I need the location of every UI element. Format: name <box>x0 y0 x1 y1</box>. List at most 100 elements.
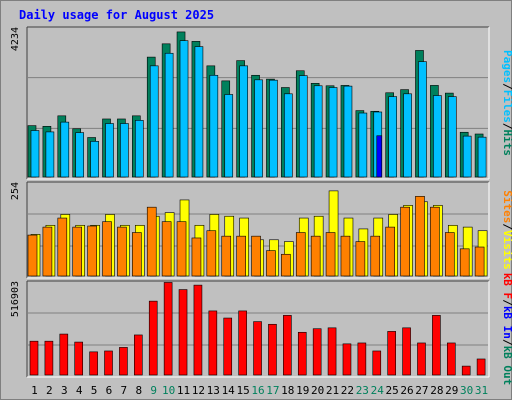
files-bar <box>388 96 397 178</box>
files-bar <box>358 112 368 178</box>
sites-bar <box>266 250 276 277</box>
kbf-bar <box>163 282 173 376</box>
sites-bar <box>57 217 68 277</box>
files-bar <box>120 123 129 178</box>
sites-bar <box>355 241 366 277</box>
kbf-bar <box>223 317 233 376</box>
sites-bar <box>42 226 53 277</box>
sites-bar <box>191 237 202 277</box>
sites-bar <box>117 226 127 277</box>
kbf-bar <box>402 327 411 376</box>
hits-ymax-label: 4234 <box>10 27 21 51</box>
sites-bar <box>370 235 381 277</box>
day-tick-label: 27 <box>415 384 428 397</box>
kbytes-side-label: kB F/kB In/kB Out <box>501 273 512 386</box>
kbf-bar <box>44 340 54 376</box>
hits-side-label-part: / <box>501 83 512 90</box>
kbf-bar <box>104 350 113 376</box>
day-tick-label: 12 <box>192 384 205 397</box>
sites-bar <box>444 232 455 277</box>
sites-bar <box>236 235 246 277</box>
chart-title: Daily usage for August 2025 <box>19 8 215 22</box>
sites-bar <box>385 226 395 277</box>
kbf-bar <box>59 333 69 376</box>
day-tick-label: 8 <box>135 384 142 397</box>
files-bar <box>298 75 308 178</box>
sites-bar <box>310 235 321 277</box>
day-tick-label: 22 <box>341 384 354 397</box>
kbf-bar <box>89 351 98 376</box>
files-bar <box>149 65 159 178</box>
files-bar <box>179 40 189 178</box>
kbytes-side-label-part: kB F <box>501 273 512 300</box>
files-bar <box>313 85 323 178</box>
kbf-bar <box>134 334 143 376</box>
visits-ymax-label: 254 <box>10 182 21 200</box>
sites-bar <box>459 248 470 277</box>
hits-side-label-part: Pages <box>501 50 512 83</box>
sites-bar <box>415 196 425 277</box>
visits-side-label: Sites/Visits <box>501 190 512 270</box>
kbytes-side-label-part: / <box>501 339 512 346</box>
kbf-bar <box>327 327 337 376</box>
sites-bar <box>430 206 440 277</box>
sites-bar <box>132 232 142 277</box>
kbf-bar <box>119 347 128 376</box>
visits-side-label-part: / <box>501 223 512 230</box>
kbf-bar <box>297 331 307 376</box>
files-bar <box>164 52 174 178</box>
kbf-bar <box>29 340 39 376</box>
day-tick-label: 7 <box>121 384 128 397</box>
day-tick-label: 6 <box>106 384 113 397</box>
files-bar <box>254 79 263 178</box>
files-bar <box>328 87 338 178</box>
day-tick-label: 14 <box>222 384 236 397</box>
hits-side-label-part: Hits <box>501 130 512 157</box>
kbf-bar <box>193 284 203 376</box>
hits-side-label-part: Files <box>501 90 512 123</box>
files-bar <box>269 79 278 178</box>
kbf-bar <box>148 300 158 376</box>
day-tick-label: 23 <box>356 384 369 397</box>
kbf-bar <box>178 289 188 376</box>
kbf-bar <box>268 323 277 376</box>
kbf-bar <box>74 341 84 376</box>
kbytes-side-label-part: kB Out <box>501 346 512 386</box>
files-bar <box>209 74 219 178</box>
kbf-bar <box>461 365 471 376</box>
sites-bar <box>325 232 336 277</box>
files-bar <box>90 141 99 178</box>
sites-bar <box>161 221 172 277</box>
sites-bar <box>221 235 232 277</box>
kbf-bar <box>283 315 292 376</box>
day-tick-label: 15 <box>236 384 249 397</box>
files-bar <box>447 96 457 178</box>
day-tick-label: 20 <box>311 384 324 397</box>
kbf-bar <box>342 343 352 376</box>
files-bar <box>343 85 353 178</box>
files-bar <box>403 93 412 178</box>
day-tick-label: 29 <box>445 384 458 397</box>
day-tick-label: 11 <box>177 384 190 397</box>
day-tick-label: 17 <box>266 384 279 397</box>
sites-bar <box>400 206 410 277</box>
sites-bar <box>474 246 485 277</box>
sites-bar <box>281 253 291 277</box>
day-tick-label: 2 <box>46 384 53 397</box>
files-bar <box>239 65 248 178</box>
day-tick-label: 24 <box>371 384 385 397</box>
kbf-bar <box>432 315 441 376</box>
files-bar <box>60 121 70 178</box>
day-tick-label: 25 <box>386 384 399 397</box>
day-tick-label: 18 <box>281 384 294 397</box>
sites-bar <box>206 230 217 277</box>
files-bar <box>462 135 472 178</box>
sites-bar <box>176 221 187 277</box>
sites-bar <box>146 206 157 277</box>
files-bar <box>135 120 144 178</box>
kbytes-ymax-label: 516903 <box>10 281 21 317</box>
day-tick-label: 10 <box>162 384 175 397</box>
visits-side-label-part: Visits <box>501 230 512 270</box>
files-bar <box>30 130 40 178</box>
